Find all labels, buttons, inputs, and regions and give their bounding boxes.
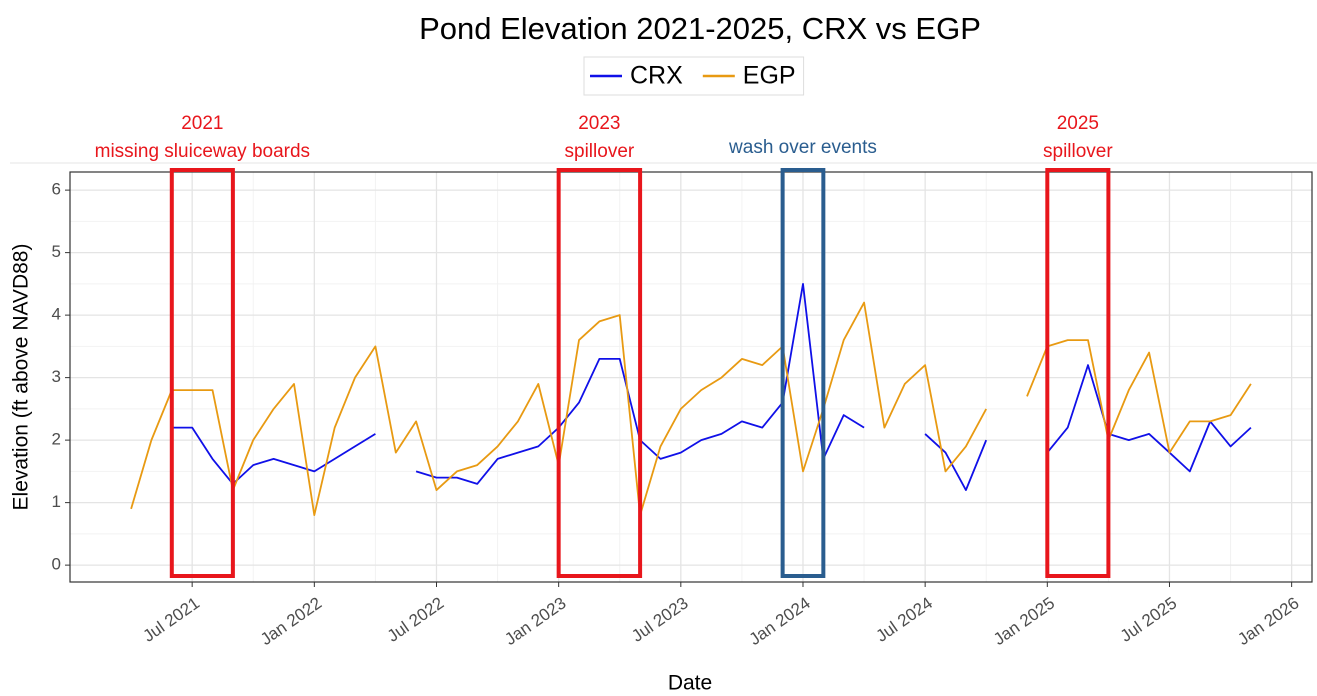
x-tick-label: Jan 2023 bbox=[501, 593, 569, 649]
x-tick-label: Jul 2025 bbox=[1117, 593, 1181, 645]
x-tick-label: Jul 2021 bbox=[139, 593, 203, 645]
y-tick-label: 6 bbox=[52, 180, 61, 199]
x-tick-label: Jan 2026 bbox=[1234, 593, 1302, 649]
legend-label: EGP bbox=[743, 62, 796, 90]
y-tick-label: 3 bbox=[52, 367, 61, 386]
annotation-box bbox=[169, 168, 235, 578]
annotation-label: missing sluiceway boards bbox=[95, 141, 310, 162]
annotation-box bbox=[780, 168, 826, 578]
y-tick-label: 5 bbox=[52, 242, 61, 261]
x-tick-label: Jan 2022 bbox=[257, 593, 325, 649]
y-axis-title: Elevation (ft above NAVD88) bbox=[10, 244, 33, 511]
x-tick-label: Jul 2023 bbox=[628, 593, 692, 645]
y-tick-label: 2 bbox=[52, 430, 61, 449]
x-tick-label: Jul 2022 bbox=[384, 593, 448, 645]
annotation-box bbox=[1045, 168, 1111, 578]
y-tick-label: 4 bbox=[52, 305, 61, 324]
annotation-label: 2023 bbox=[578, 113, 620, 134]
legend-label: CRX bbox=[630, 62, 683, 90]
annotation-label: spillover bbox=[565, 141, 635, 162]
annotation-label: wash over events bbox=[728, 137, 877, 158]
y-tick-label: 0 bbox=[52, 555, 61, 574]
annotation-label: 2025 bbox=[1057, 113, 1099, 134]
legend: CRX EGP bbox=[583, 56, 805, 96]
x-tick-label: Jan 2025 bbox=[990, 593, 1058, 649]
annotation-box bbox=[556, 168, 643, 578]
chart-title: Pond Elevation 2021-2025, CRX vs EGP bbox=[419, 11, 981, 46]
annotation-label: spillover bbox=[1043, 141, 1113, 162]
annotation-label: 2021 bbox=[181, 113, 223, 134]
x-tick-label: Jul 2024 bbox=[872, 593, 936, 645]
plot-border bbox=[69, 171, 1313, 583]
y-tick-label: 1 bbox=[52, 492, 61, 511]
x-axis-title: Date bbox=[668, 672, 712, 695]
x-tick-label: Jan 2024 bbox=[746, 593, 814, 649]
